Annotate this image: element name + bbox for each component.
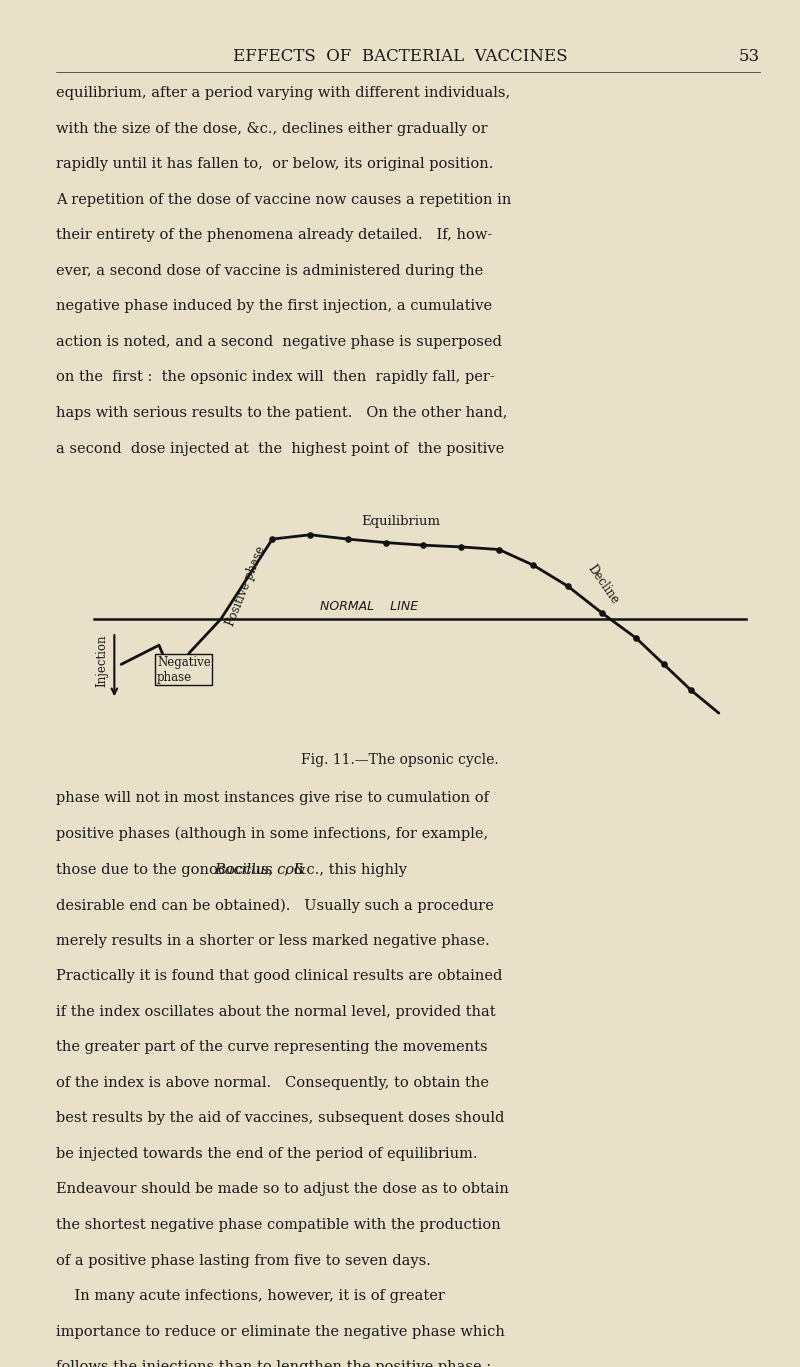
- Text: best results by the aid of vaccines, subsequent doses should: best results by the aid of vaccines, sub…: [56, 1111, 504, 1125]
- Text: the greater part of the curve representing the movements: the greater part of the curve representi…: [56, 1040, 488, 1054]
- Text: the shortest negative phase compatible with the production: the shortest negative phase compatible w…: [56, 1218, 501, 1232]
- Text: Negative
phase: Negative phase: [157, 656, 210, 684]
- Text: ever, a second dose of vaccine is administered during the: ever, a second dose of vaccine is admini…: [56, 264, 483, 278]
- Text: on the  first :  the opsonic index will  then  rapidly fall, per-: on the first : the opsonic index will th…: [56, 370, 494, 384]
- Text: haps with serious results to the patient.   On the other hand,: haps with serious results to the patient…: [56, 406, 507, 420]
- Text: be injected towards the end of the period of equilibrium.: be injected towards the end of the perio…: [56, 1147, 478, 1161]
- Text: Injection: Injection: [95, 634, 108, 688]
- Text: with the size of the dose, &c., declines either gradually or: with the size of the dose, &c., declines…: [56, 122, 488, 135]
- Point: [562, 576, 574, 597]
- Text: of the index is above normal.   Consequently, to obtain the: of the index is above normal. Consequent…: [56, 1076, 489, 1089]
- Point: [379, 532, 392, 554]
- Text: desirable end can be obtained).   Usually such a procedure: desirable end can be obtained). Usually …: [56, 898, 494, 913]
- Text: of a positive phase lasting from five to seven days.: of a positive phase lasting from five to…: [56, 1254, 431, 1267]
- Text: action is noted, and a second  negative phase is superposed: action is noted, and a second negative p…: [56, 335, 502, 349]
- Point: [630, 627, 642, 649]
- Text: A repetition of the dose of vaccine now causes a repetition in: A repetition of the dose of vaccine now …: [56, 193, 511, 206]
- Text: Bacillus coli: Bacillus coli: [214, 863, 303, 876]
- Text: NORMAL    LINE: NORMAL LINE: [321, 600, 418, 612]
- Point: [455, 536, 468, 558]
- Text: negative phase induced by the first injection, a cumulative: negative phase induced by the first inje…: [56, 299, 492, 313]
- Text: Positive phase: Positive phase: [224, 544, 268, 627]
- Text: 53: 53: [739, 48, 760, 64]
- Text: EFFECTS  OF  BACTERIAL  VACCINES: EFFECTS OF BACTERIAL VACCINES: [233, 48, 567, 64]
- Text: merely results in a shorter or less marked negative phase.: merely results in a shorter or less mark…: [56, 934, 490, 947]
- Text: if the index oscillates about the normal level, provided that: if the index oscillates about the normal…: [56, 1005, 496, 1018]
- Text: Fig. 11.—The opsonic cycle.: Fig. 11.—The opsonic cycle.: [301, 753, 499, 767]
- Text: positive phases (although in some infections, for example,: positive phases (although in some infect…: [56, 827, 488, 842]
- Point: [266, 528, 278, 550]
- Point: [685, 679, 698, 701]
- Point: [304, 524, 317, 545]
- Point: [596, 601, 609, 623]
- Text: Practically it is found that good clinical results are obtained: Practically it is found that good clinic…: [56, 969, 502, 983]
- Text: phase will not in most instances give rise to cumulation of: phase will not in most instances give ri…: [56, 791, 489, 805]
- Text: Equilibrium: Equilibrium: [362, 515, 441, 528]
- Point: [658, 653, 670, 675]
- Text: , &c., this highly: , &c., this highly: [285, 863, 407, 876]
- Text: Endeavour should be made so to adjust the dose as to obtain: Endeavour should be made so to adjust th…: [56, 1182, 509, 1196]
- Text: equilibrium, after a period varying with different individuals,: equilibrium, after a period varying with…: [56, 86, 510, 100]
- Text: Decline: Decline: [585, 562, 622, 607]
- Point: [417, 534, 430, 556]
- Text: a second  dose injected at  the  highest point of  the positive: a second dose injected at the highest po…: [56, 442, 504, 455]
- Point: [493, 539, 506, 560]
- Text: follows the injections than to lengthen the positive phase ;: follows the injections than to lengthen …: [56, 1360, 491, 1367]
- Text: importance to reduce or eliminate the negative phase which: importance to reduce or eliminate the ne…: [56, 1325, 505, 1338]
- Text: In many acute infections, however, it is of greater: In many acute infections, however, it is…: [56, 1289, 445, 1303]
- Point: [342, 528, 354, 550]
- Text: those due to the gonococcus,: those due to the gonococcus,: [56, 863, 278, 876]
- Point: [527, 554, 540, 576]
- Text: their entirety of the phenomena already detailed.   If, how-: their entirety of the phenomena already …: [56, 228, 492, 242]
- Text: rapidly until it has fallen to,  or below, its original position.: rapidly until it has fallen to, or below…: [56, 157, 494, 171]
